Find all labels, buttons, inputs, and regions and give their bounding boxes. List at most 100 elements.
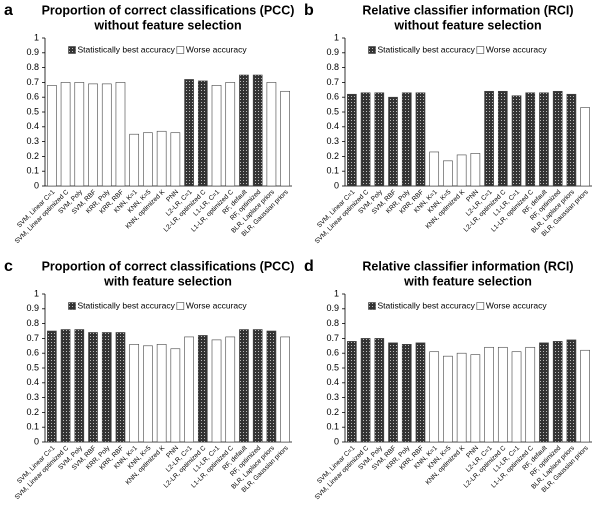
bar (280, 336, 290, 443)
legend-swatch (68, 46, 76, 54)
bar (266, 330, 277, 443)
bar (239, 74, 249, 187)
legend-label: Statistically best accuracy (78, 44, 176, 54)
legend-label: Statistically best accuracy (78, 300, 176, 310)
y-tick-label: 0 (34, 180, 39, 190)
y-tick-label: 1 (334, 288, 339, 298)
bar (456, 154, 467, 187)
panel-letter: a (4, 2, 13, 19)
chart-title: Proportion of correct classifications (P… (42, 259, 295, 273)
bar (280, 90, 290, 187)
legend-swatch (176, 46, 185, 54)
bar (88, 332, 98, 443)
chart-subtitle: without feature selection (93, 18, 241, 32)
bar (74, 329, 85, 443)
bar (429, 351, 440, 443)
y-tick-label: 0.2 (326, 151, 339, 161)
y-tick-label: 0.1 (26, 166, 39, 176)
bar (401, 92, 412, 187)
y-tick-label: 0.7 (326, 333, 339, 343)
bar (115, 82, 126, 187)
y-tick-label: 0.8 (326, 62, 339, 72)
chart-subtitle: with feature selection (103, 274, 232, 288)
y-tick-label: 0 (34, 436, 39, 446)
bar (211, 85, 222, 187)
y-tick-label: 0.8 (26, 62, 39, 72)
bar (101, 332, 112, 443)
bar (552, 90, 563, 187)
bar (497, 90, 508, 187)
bar (552, 341, 563, 443)
y-tick-label: 1 (34, 288, 39, 298)
bar (443, 355, 453, 443)
bar (360, 92, 371, 187)
legend-label: Worse accuracy (486, 300, 548, 310)
bar (197, 80, 208, 187)
bar (143, 132, 153, 187)
bar (511, 351, 522, 443)
bar (252, 74, 263, 187)
bar (47, 330, 57, 443)
bar (143, 345, 153, 443)
bar (197, 335, 208, 443)
bar (497, 346, 508, 443)
y-tick-label: 0.4 (26, 377, 39, 387)
legend-swatch (476, 46, 485, 54)
y-tick-label: 0 (334, 180, 339, 190)
y-tick-label: 0.5 (26, 362, 39, 372)
y-tick-label: 0.3 (26, 392, 39, 402)
legend-swatch (368, 46, 376, 54)
y-tick-label: 0.2 (326, 407, 339, 417)
bar (47, 85, 57, 187)
y-tick-label: 0.8 (326, 318, 339, 328)
bar (374, 92, 385, 187)
y-tick-label: 0.2 (26, 407, 39, 417)
bar (129, 344, 140, 443)
y-tick-label: 0.7 (326, 77, 339, 87)
bar (511, 95, 522, 187)
bar (525, 346, 536, 443)
chart-title: Relative classifier information (RCI) (362, 3, 573, 17)
bar (539, 342, 549, 443)
y-tick-label: 0.8 (26, 318, 39, 328)
panel-letter: d (304, 258, 314, 275)
bar (184, 79, 194, 187)
y-tick-label: 0.3 (326, 392, 339, 402)
bar (347, 93, 357, 187)
bar (470, 354, 481, 443)
chart-title: Proportion of correct classifications (P… (42, 3, 295, 17)
y-tick-label: 0.7 (26, 333, 39, 343)
bar (170, 348, 181, 443)
y-tick-label: 0.3 (26, 136, 39, 146)
bar (525, 92, 536, 187)
chart-subtitle: with feature selection (403, 274, 532, 288)
bar (429, 151, 440, 187)
bar (239, 329, 249, 443)
bar (415, 342, 426, 443)
bar (401, 344, 412, 443)
y-tick-label: 0 (334, 436, 339, 446)
y-tick-label: 0.6 (326, 348, 339, 358)
bar (129, 133, 140, 187)
y-tick-label: 0.1 (326, 166, 339, 176)
bar (374, 338, 385, 443)
bar (347, 341, 357, 443)
bar (580, 349, 590, 443)
bar (211, 339, 222, 443)
bar (484, 90, 494, 187)
y-tick-label: 0.4 (26, 121, 39, 131)
bar (443, 160, 453, 187)
y-tick-label: 0.6 (26, 348, 39, 358)
legend-label: Worse accuracy (186, 300, 248, 310)
y-tick-label: 1 (34, 32, 39, 42)
bar (184, 336, 194, 443)
legend-swatch (476, 302, 485, 310)
y-tick-label: 0.5 (326, 106, 339, 116)
bar (225, 336, 236, 443)
legend-label: Worse accuracy (186, 44, 248, 54)
bar (266, 82, 277, 187)
y-tick-label: 0.6 (326, 92, 339, 102)
bar (74, 82, 85, 187)
legend-label: Statistically best accuracy (378, 44, 476, 54)
